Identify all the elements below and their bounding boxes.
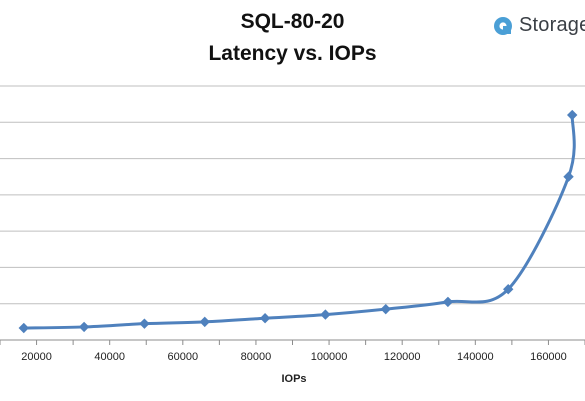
data-point-7 [442, 296, 454, 308]
x-axis-title: IOPs [281, 373, 306, 385]
x-tick-label-60000: 60000 [168, 351, 199, 363]
series-line [22, 113, 576, 330]
data-point-5 [320, 309, 331, 320]
brand-logo: Storage [493, 14, 585, 37]
storagereview-logo-icon [494, 16, 512, 35]
x-tick-label-20000: 20000 [21, 351, 52, 363]
data-point-1 [78, 321, 90, 333]
x-tick-label-100000: 100000 [311, 351, 348, 363]
x-tick-label-160000: 160000 [530, 351, 567, 363]
series-latency [18, 109, 578, 334]
x-tick-label-40000: 40000 [94, 351, 125, 363]
data-point-0 [18, 322, 29, 334]
data-point-8 [503, 283, 514, 295]
x-tick-label-120000: 120000 [384, 351, 421, 363]
chart-title-line2: Latency vs. IOPs [208, 42, 377, 65]
data-point-9 [563, 171, 574, 182]
x-tick-label-140000: 140000 [457, 351, 494, 363]
data-point-10 [566, 109, 578, 121]
chart-title-line1: SQL-80-20 [240, 10, 345, 33]
x-axis [0, 339, 585, 345]
x-tick-labels: 20000 40000 60000 80000 100000 120000 140000 16… [21, 351, 567, 363]
data-point-2 [139, 318, 150, 329]
x-tick-label-80000: 80000 [241, 351, 272, 363]
gridlines [0, 85, 585, 305]
brand-text: Storage [519, 14, 585, 36]
data-point-4 [259, 313, 271, 324]
data-point-6 [380, 303, 391, 315]
data-point-3 [199, 316, 210, 328]
